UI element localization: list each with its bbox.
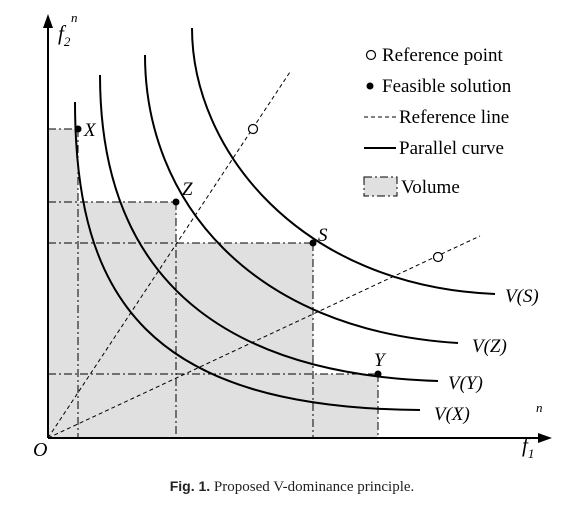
x-axis-label: f1 <box>522 433 534 461</box>
legend-volume-label: Volume <box>401 177 460 198</box>
caption-label: Fig. 1. <box>169 478 211 494</box>
y-axis-arrow <box>43 14 53 28</box>
point-label-y: Y <box>374 350 387 371</box>
legend-feasible-solution-label: Feasible solution <box>382 76 512 97</box>
legend-reference-point-label: Reference point <box>382 45 504 66</box>
legend-reference-line-label: Reference line <box>399 107 509 128</box>
curve-vy <box>99 74 439 382</box>
y-axis-superscript: n <box>71 10 78 25</box>
solution-point-z <box>172 198 180 206</box>
legend: Reference point Feasible solution Refere… <box>363 45 512 198</box>
y-axis-label: f2 <box>58 21 71 49</box>
curve-label-vy: V(Y) <box>448 373 483 394</box>
solution-point-x <box>74 125 82 133</box>
reference-point-lower <box>432 251 444 263</box>
x-axis-arrow <box>538 433 552 443</box>
point-label-s: S <box>318 225 328 246</box>
curve-label-vx: V(X) <box>434 404 470 425</box>
curve-vz <box>144 54 459 344</box>
axes <box>47 26 540 439</box>
reference-line-upper <box>47 71 291 439</box>
x-axis-superscript: n <box>536 400 543 415</box>
reference-lines <box>47 71 481 439</box>
solution-point-s <box>309 239 317 247</box>
legend-feasible-solution-icon <box>366 82 374 90</box>
reference-line-lower <box>47 235 481 439</box>
curve-label-vz: V(Z) <box>472 336 507 357</box>
caption-text: Proposed V-dominance principle. <box>213 479 415 495</box>
curve-vx <box>74 101 421 411</box>
curve-vs <box>191 27 496 295</box>
reference-point-upper <box>247 123 259 135</box>
legend-parallel-curve-label: Parallel curve <box>399 138 504 159</box>
point-label-z: Z <box>182 179 193 200</box>
legend-volume-icon <box>363 176 398 197</box>
parallel-curves <box>74 27 496 411</box>
solution-point-y <box>374 370 382 378</box>
curve-label-vs: V(S) <box>505 286 539 307</box>
figure-caption: Fig. 1. Proposed V-dominance principle. <box>0 478 584 496</box>
point-label-x: X <box>83 120 97 141</box>
origin-label: O <box>33 439 47 461</box>
legend-reference-point-icon <box>365 49 377 61</box>
volume-region <box>48 129 378 438</box>
